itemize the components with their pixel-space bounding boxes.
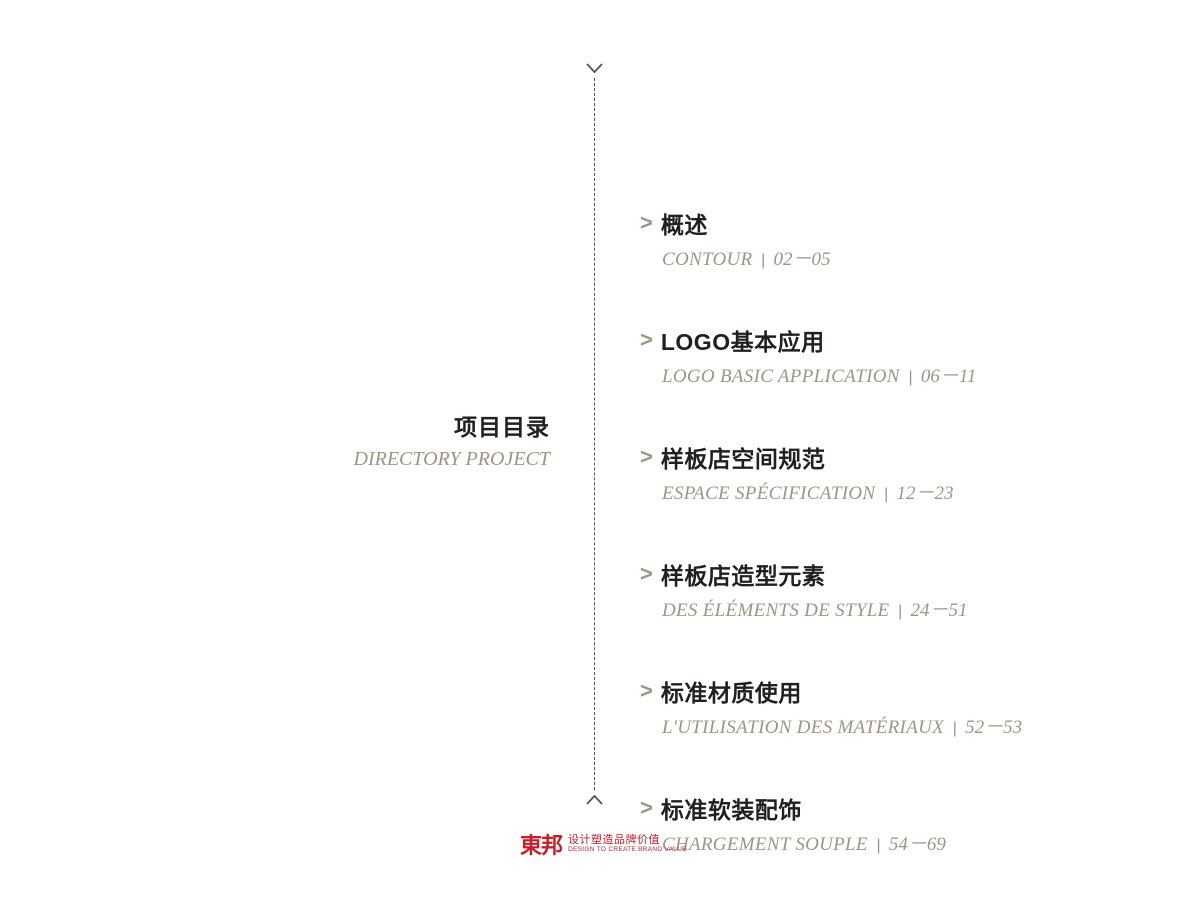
toc-separator: | (952, 720, 956, 737)
toc-item-header: > LOGO基本应用 (640, 323, 1022, 357)
arrow-icon: > (640, 327, 653, 353)
toc-subtitle-en: DES ÉLÉMENTS DE STYLE (662, 600, 889, 621)
toc-subtitle-en: LOGO BASIC APPLICATION (662, 366, 900, 387)
chevron-up-icon (585, 792, 604, 806)
toc-list: > 概述 CONTOUR | 02－05 > LOGO基本应用 LOGO BAS… (640, 206, 1022, 908)
toc-title-cn: 概述 (661, 206, 708, 240)
toc-title-cn: LOGO基本应用 (661, 323, 825, 357)
toc-title-cn: 样板店造型元素 (661, 557, 826, 591)
arrow-icon: > (640, 210, 653, 236)
toc-pages: 12－23 (896, 483, 953, 504)
toc-item-header: > 概述 (640, 206, 1022, 240)
toc-subtitle-en: ESPACE SPÉCIFICATION (662, 483, 875, 504)
toc-separator: | (908, 369, 912, 386)
page-container: 项目目录 DIRECTORY PROJECT > 概述 CONTOUR | 02… (0, 0, 1200, 867)
toc-item-header: > 样板店空间规范 (640, 440, 1022, 474)
toc-separator: | (898, 603, 902, 620)
page-title-block: 项目目录 DIRECTORY PROJECT (354, 408, 551, 471)
toc-item-header: > 标准材质使用 (640, 674, 1022, 708)
toc-item: > LOGO基本应用 LOGO BASIC APPLICATION | 06－1… (640, 323, 1022, 388)
toc-subtitle-en: L'UTILISATION DES MATÉRIAUX (662, 717, 944, 738)
footer-tagline-en: DESIGN TO CREATE BRAND VALUE (568, 847, 687, 854)
toc-title-cn: 标准软装配饰 (661, 791, 802, 825)
toc-item-sub: DES ÉLÉMENTS DE STYLE | 24－51 (662, 595, 1022, 622)
toc-item: > 样板店空间规范 ESPACE SPÉCIFICATION | 12－23 (640, 440, 1022, 505)
toc-item-sub: L'UTILISATION DES MATÉRIAUX | 52－53 (662, 712, 1022, 739)
toc-pages: 06－11 (921, 366, 977, 387)
toc-item: > 样板店造型元素 DES ÉLÉMENTS DE STYLE | 24－51 (640, 557, 1022, 622)
toc-separator: | (876, 837, 880, 854)
toc-pages: 02－05 (774, 249, 831, 270)
toc-pages: 24－51 (911, 600, 968, 621)
arrow-icon: > (640, 678, 653, 704)
toc-title-cn: 标准材质使用 (661, 674, 802, 708)
footer-tagline-cn: 设计塑造品牌价值 (568, 835, 687, 846)
arrow-icon: > (640, 795, 653, 821)
toc-item-header: > 样板店造型元素 (640, 557, 1022, 591)
toc-pages: 54－69 (889, 834, 946, 855)
footer-tagline-block: 设计塑造品牌价值 DESIGN TO CREATE BRAND VALUE (568, 835, 687, 854)
arrow-icon: > (640, 444, 653, 470)
toc-item-sub: CHARGEMENT SOUPLE | 54－69 (662, 829, 1022, 856)
toc-item: > 概述 CONTOUR | 02－05 (640, 206, 1022, 271)
page-title-en: DIRECTORY PROJECT (354, 448, 551, 471)
toc-title-cn: 样板店空间规范 (661, 440, 826, 474)
toc-subtitle-en: CHARGEMENT SOUPLE (662, 834, 868, 855)
toc-item: > 标准材质使用 L'UTILISATION DES MATÉRIAUX | 5… (640, 674, 1022, 739)
footer-logo: 東邦 设计塑造品牌价值 DESIGN TO CREATE BRAND VALUE (520, 828, 687, 860)
toc-separator: | (884, 486, 888, 503)
toc-subtitle-en: CONTOUR (662, 249, 752, 270)
toc-pages: 52－53 (965, 717, 1022, 738)
page-title-cn: 项目目录 (354, 408, 551, 442)
arrow-icon: > (640, 561, 653, 587)
vertical-divider (594, 78, 595, 790)
toc-item-header: > 标准软装配饰 (640, 791, 1022, 825)
chevron-down-icon (585, 62, 604, 76)
toc-item: > 标准软装配饰 CHARGEMENT SOUPLE | 54－69 (640, 791, 1022, 856)
toc-separator: | (761, 252, 765, 269)
toc-item-sub: ESPACE SPÉCIFICATION | 12－23 (662, 478, 1022, 505)
footer-logo-text: 東邦 (520, 828, 562, 860)
toc-item-sub: CONTOUR | 02－05 (662, 244, 1022, 271)
toc-item-sub: LOGO BASIC APPLICATION | 06－11 (662, 361, 1022, 388)
